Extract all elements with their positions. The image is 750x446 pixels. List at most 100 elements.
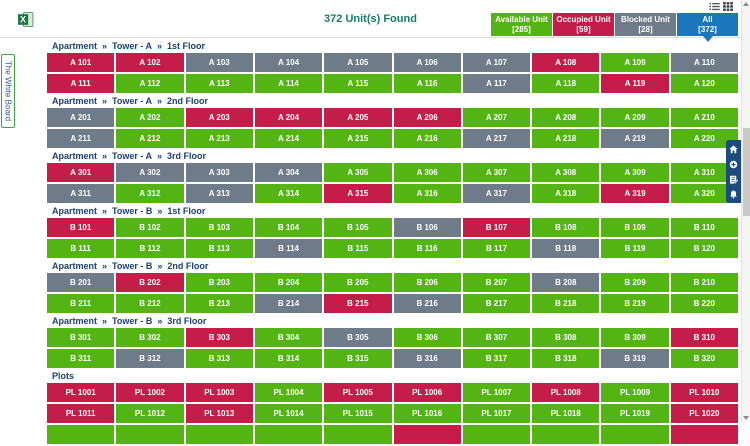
scroll-up-icon[interactable] (742, 0, 750, 10)
unit-cell[interactable]: B 201 (47, 273, 115, 292)
unit-cell[interactable]: PL 1001 (47, 383, 115, 402)
unit-cell[interactable]: B 315 (324, 349, 392, 368)
unit-cell[interactable]: PL 1018 (532, 404, 600, 423)
unit-cell[interactable]: B 301 (47, 328, 115, 347)
unit-cell[interactable]: B 309 (601, 328, 669, 347)
unit-cell[interactable]: A 209 (601, 108, 669, 127)
unit-cell[interactable]: A 109 (601, 53, 669, 72)
unit-cell[interactable] (254, 425, 323, 444)
unit-cell[interactable]: B 316 (393, 349, 461, 368)
unit-cell[interactable]: A 117 (462, 74, 531, 93)
unit-cell[interactable]: B 112 (116, 239, 184, 258)
unit-cell[interactable]: B 111 (47, 239, 115, 258)
unit-cell[interactable]: B 217 (462, 294, 531, 313)
unit-cell[interactable]: A 203 (185, 108, 253, 127)
unit-cell[interactable]: A 118 (532, 74, 600, 93)
unit-cell[interactable] (532, 425, 600, 444)
unit-cell[interactable]: A 105 (324, 53, 392, 72)
unit-cell[interactable]: B 314 (254, 349, 323, 368)
unit-cell[interactable]: A 110 (670, 53, 738, 72)
unit-cell[interactable]: B 118 (532, 239, 600, 258)
unit-cell[interactable]: B 102 (116, 218, 184, 237)
unit-cell[interactable]: A 211 (47, 129, 115, 148)
unit-cell[interactable]: A 202 (116, 108, 184, 127)
unit-cell[interactable] (47, 425, 115, 444)
unit-cell[interactable]: A 102 (116, 53, 184, 72)
unit-cell[interactable]: B 308 (532, 328, 600, 347)
unit-cell[interactable]: A 303 (185, 163, 253, 182)
excel-export-icon[interactable]: X (17, 11, 34, 28)
unit-cell[interactable]: B 320 (670, 349, 738, 368)
unit-cell[interactable] (185, 425, 253, 444)
unit-cell[interactable]: B 209 (601, 273, 669, 292)
unit-cell[interactable]: A 319 (601, 184, 669, 203)
unit-cell[interactable]: PL 1004 (254, 383, 323, 402)
vertical-scrollbar[interactable] (741, 0, 750, 422)
unit-cell[interactable]: A 317 (462, 184, 531, 203)
unit-cell[interactable]: A 120 (670, 74, 738, 93)
unit-cell[interactable]: A 213 (185, 129, 253, 148)
unit-cell[interactable]: A 104 (254, 53, 323, 72)
list-view-icon[interactable] (709, 2, 720, 11)
unit-cell[interactable]: PL 1020 (670, 404, 738, 423)
unit-cell[interactable] (462, 425, 531, 444)
unit-cell[interactable]: A 216 (393, 129, 461, 148)
unit-cell[interactable]: B 317 (462, 349, 531, 368)
unit-cell[interactable]: PL 1008 (532, 383, 600, 402)
unit-cell[interactable]: B 213 (185, 294, 253, 313)
unit-cell[interactable]: A 210 (670, 108, 738, 127)
unit-cell[interactable]: B 108 (532, 218, 600, 237)
unit-cell[interactable]: B 208 (532, 273, 600, 292)
unit-cell[interactable]: A 101 (47, 53, 115, 72)
unit-cell[interactable]: B 310 (670, 328, 738, 347)
unit-cell[interactable]: B 313 (185, 349, 253, 368)
unit-cell[interactable]: A 103 (185, 53, 253, 72)
unit-cell[interactable]: A 115 (324, 74, 392, 93)
unit-cell[interactable]: PL 1007 (462, 383, 531, 402)
unit-cell[interactable]: B 103 (185, 218, 253, 237)
unit-cell[interactable]: B 204 (254, 273, 323, 292)
bell-icon[interactable] (727, 187, 740, 201)
unit-cell[interactable]: A 214 (254, 129, 323, 148)
filter-occupied-button[interactable]: Occupied Unit [59] (553, 13, 614, 36)
unit-cell[interactable]: A 308 (532, 163, 600, 182)
unit-cell[interactable]: A 320 (670, 184, 738, 203)
unit-cell[interactable]: PL 1009 (601, 383, 669, 402)
unit-cell[interactable]: B 105 (324, 218, 392, 237)
unit-cell[interactable]: B 202 (116, 273, 184, 292)
unit-cell[interactable]: A 318 (532, 184, 600, 203)
unit-cell[interactable]: A 305 (324, 163, 392, 182)
unit-cell[interactable]: B 302 (116, 328, 184, 347)
unit-cell[interactable]: B 101 (47, 218, 115, 237)
unit-cell[interactable]: A 116 (393, 74, 461, 93)
unit-cell[interactable] (116, 425, 184, 444)
unit-cell[interactable]: A 301 (47, 163, 115, 182)
unit-cell[interactable]: A 206 (393, 108, 461, 127)
unit-cell[interactable]: B 115 (324, 239, 392, 258)
unit-cell[interactable]: B 218 (532, 294, 600, 313)
unit-cell[interactable]: A 315 (324, 184, 392, 203)
unit-cell[interactable]: A 316 (393, 184, 461, 203)
unit-cell[interactable]: PL 1010 (670, 383, 738, 402)
unit-cell[interactable]: B 305 (324, 328, 392, 347)
unit-cell[interactable]: A 107 (462, 53, 531, 72)
unit-cell[interactable]: A 201 (47, 108, 115, 127)
unit-cell[interactable]: B 207 (462, 273, 531, 292)
whiteboard-side-tab[interactable]: The White Board (1, 54, 15, 128)
unit-cell[interactable]: B 318 (532, 349, 600, 368)
unit-cell[interactable]: A 220 (670, 129, 738, 148)
unit-cell[interactable]: B 214 (254, 294, 323, 313)
unit-cell[interactable]: B 304 (254, 328, 323, 347)
unit-cell[interactable]: B 219 (601, 294, 669, 313)
unit-cell[interactable]: B 116 (393, 239, 461, 258)
unit-cell[interactable]: B 113 (185, 239, 253, 258)
scrollbar-thumb[interactable] (743, 128, 750, 216)
edit-note-icon[interactable] (727, 172, 740, 186)
unit-cell[interactable]: A 208 (532, 108, 600, 127)
unit-cell[interactable]: B 203 (185, 273, 253, 292)
unit-cell[interactable]: B 216 (393, 294, 461, 313)
unit-cell[interactable]: A 111 (47, 74, 115, 93)
unit-cell[interactable]: A 218 (532, 129, 600, 148)
unit-cell[interactable]: A 302 (116, 163, 184, 182)
unit-cell[interactable]: PL 1011 (47, 404, 115, 423)
